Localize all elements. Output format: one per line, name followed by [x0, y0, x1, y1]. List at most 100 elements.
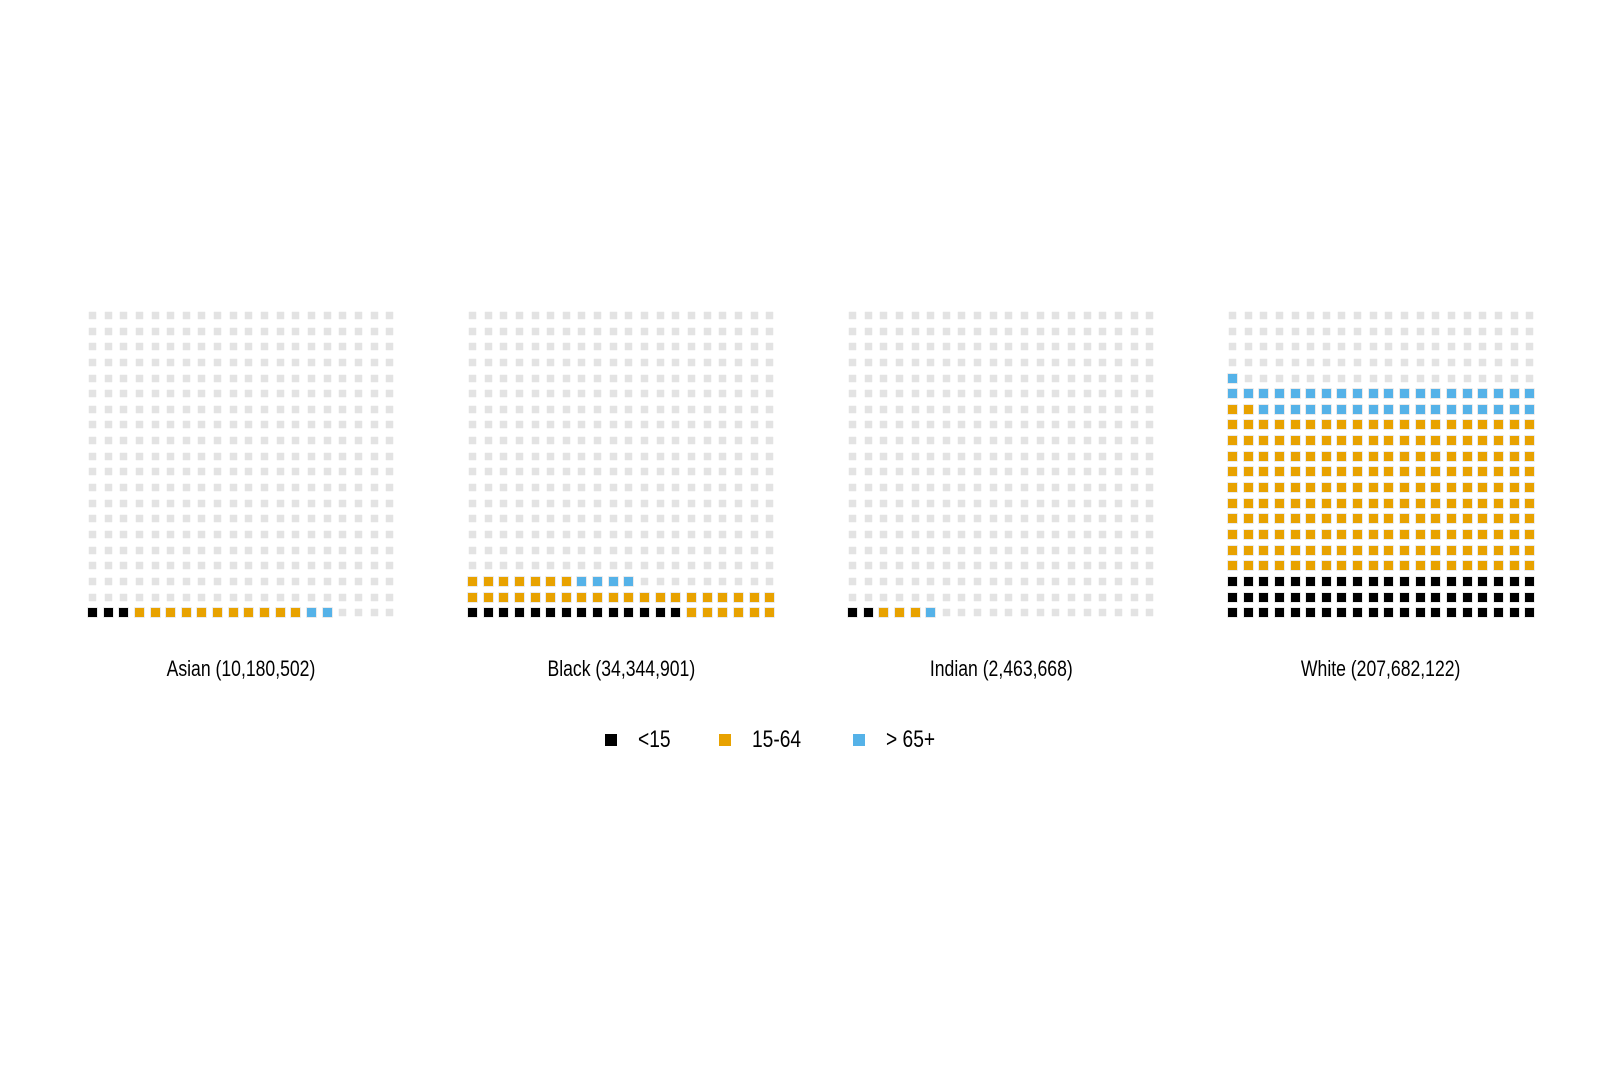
waffle-cell — [1509, 608, 1519, 618]
waffle-cell — [1446, 451, 1456, 461]
waffle-cell — [354, 374, 363, 382]
waffle-cell — [750, 374, 758, 382]
waffle-cell — [198, 343, 206, 351]
waffle-cell — [1005, 577, 1013, 586]
waffle-cell — [135, 311, 144, 320]
waffle-cell — [703, 311, 711, 320]
waffle-cell — [1353, 592, 1363, 602]
waffle-cell — [229, 530, 238, 539]
waffle-cell — [244, 608, 254, 618]
waffle-cell — [245, 483, 253, 492]
waffle-cell — [1067, 530, 1076, 539]
waffle-cell — [260, 468, 269, 476]
waffle-cell — [88, 421, 97, 429]
waffle-cell — [104, 468, 112, 476]
waffle-cell — [1306, 498, 1316, 508]
waffle-cell — [973, 593, 982, 601]
waffle-cell — [880, 515, 888, 523]
waffle-cell — [245, 452, 253, 461]
waffle-cell — [719, 343, 727, 351]
waffle-cell — [1478, 389, 1488, 399]
waffle-cell — [1306, 343, 1315, 351]
waffle-cell — [1274, 389, 1284, 399]
waffle-cell — [1005, 311, 1013, 320]
waffle-cell — [1353, 483, 1363, 493]
waffle-cell — [276, 311, 284, 320]
waffle-cell — [609, 374, 618, 382]
waffle-cell — [1083, 421, 1091, 429]
waffle-cell — [848, 468, 857, 476]
waffle-cell — [104, 593, 112, 601]
waffle-cell — [229, 468, 238, 476]
waffle-cell — [1306, 436, 1316, 446]
waffle-cell — [703, 452, 711, 461]
waffle-cell — [468, 311, 477, 320]
waffle-cell — [1337, 592, 1347, 602]
waffle-cell — [1083, 483, 1091, 492]
waffle-cell — [1353, 498, 1363, 508]
waffle-cell — [687, 327, 696, 335]
waffle-cell — [687, 577, 696, 586]
waffle-cell — [1020, 374, 1029, 382]
waffle-cell — [1130, 311, 1138, 320]
waffle-cell — [734, 452, 743, 461]
waffle-cell — [370, 343, 378, 351]
waffle-cell — [1243, 592, 1253, 602]
waffle-cell — [1228, 498, 1237, 508]
waffle-cell — [135, 327, 144, 335]
waffle-cell — [1275, 343, 1284, 351]
waffle-cell — [894, 608, 904, 618]
waffle-cell — [942, 343, 951, 351]
waffle-cell — [1145, 562, 1154, 570]
waffle-cell — [578, 562, 586, 570]
waffle-cell — [1415, 467, 1425, 477]
waffle-cell — [228, 608, 238, 618]
waffle-cell — [734, 358, 743, 367]
waffle-cell — [135, 499, 144, 507]
waffle-cell — [895, 499, 904, 507]
waffle-cell — [1431, 498, 1441, 508]
waffle-cell — [104, 327, 112, 335]
waffle-cell — [989, 358, 998, 367]
waffle-cell — [687, 311, 696, 320]
waffle-cell — [322, 608, 332, 618]
waffle-cell — [656, 577, 664, 586]
waffle-cell — [1509, 592, 1519, 602]
waffle-cell — [484, 327, 492, 335]
waffle-cell — [1400, 608, 1410, 618]
waffle-cell — [1510, 327, 1518, 335]
waffle-cell — [765, 389, 774, 398]
waffle-cell — [151, 515, 159, 523]
waffle-cell — [1243, 498, 1253, 508]
waffle-cell — [531, 421, 539, 429]
waffle-cell — [765, 515, 774, 523]
waffle-cell — [484, 483, 492, 492]
waffle-cell — [135, 546, 144, 554]
waffle-cell — [339, 311, 347, 320]
waffle-cell — [1244, 343, 1252, 351]
waffle-cell — [245, 421, 253, 429]
waffle-cell — [880, 358, 888, 367]
waffle-cell — [1291, 311, 1299, 320]
waffle-cell — [734, 468, 743, 476]
waffle-cell — [229, 436, 238, 445]
waffle-cell — [1337, 529, 1347, 539]
waffle-cell — [1130, 577, 1138, 586]
waffle-cell — [1036, 593, 1044, 601]
waffle-cell — [104, 499, 112, 507]
waffle-cell — [1130, 405, 1138, 414]
waffle-cell — [1462, 404, 1472, 414]
waffle-cell — [385, 577, 394, 586]
waffle-cell — [245, 389, 253, 398]
waffle-cell — [245, 327, 253, 335]
waffle-cell — [911, 483, 919, 492]
waffle-cell — [1145, 593, 1154, 601]
waffle-cell — [1400, 389, 1410, 399]
waffle-cell — [546, 436, 555, 445]
waffle-cell — [229, 389, 238, 398]
waffle-cell — [1145, 483, 1154, 492]
waffle-cell — [1478, 436, 1488, 446]
panel-caption-white: White (207,682,122) — [1228, 657, 1534, 681]
waffle-cell — [734, 374, 743, 382]
waffle-cell — [640, 546, 649, 554]
